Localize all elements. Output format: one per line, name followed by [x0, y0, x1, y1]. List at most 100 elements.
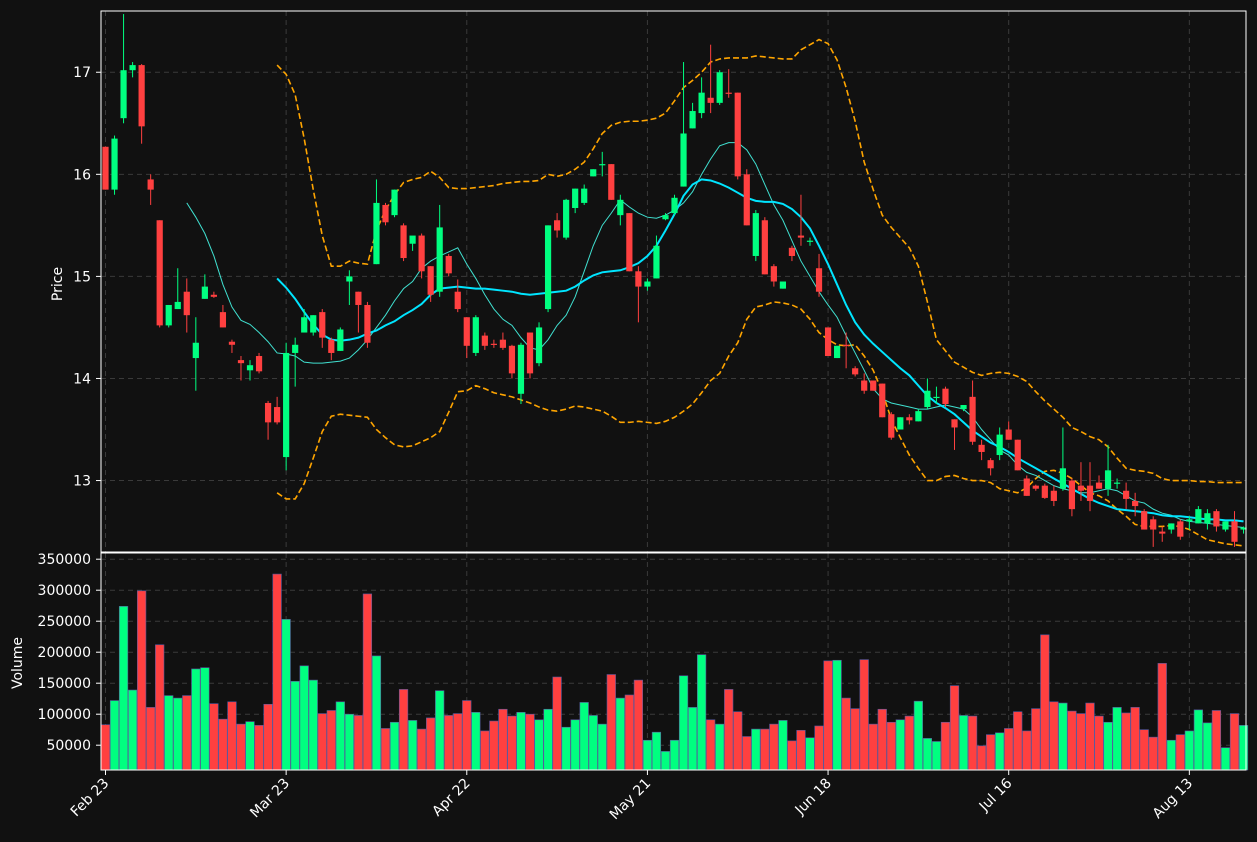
candle-body [716, 72, 723, 103]
candle-body [626, 213, 633, 272]
candle-body [1113, 482, 1121, 484]
candle-body [165, 304, 172, 326]
candle-body [933, 396, 940, 399]
candle-body [779, 281, 786, 289]
candle-body [1240, 527, 1247, 530]
volume-bar [977, 745, 987, 771]
volume-bar [200, 667, 210, 771]
volume-bar [706, 719, 716, 771]
candle-body [617, 199, 624, 216]
volume-bar [534, 719, 544, 771]
candle-body [183, 291, 190, 316]
candle-body [1132, 500, 1139, 507]
volume-bar [236, 723, 246, 771]
candle-body [319, 312, 326, 338]
volume-bar [1166, 739, 1176, 771]
candle-body [292, 344, 299, 353]
volume-bar [1094, 715, 1104, 771]
volume-bar [805, 737, 815, 771]
volume-bar [191, 668, 201, 771]
volume-bar [760, 728, 770, 771]
volume-bar [137, 590, 147, 771]
candle-body [644, 281, 651, 287]
candle-body [680, 133, 687, 187]
candle-body [544, 225, 552, 310]
candle-body [210, 294, 217, 297]
candle-body [463, 317, 470, 346]
candle-body [1023, 478, 1030, 496]
volume-bar [615, 697, 625, 771]
candle-body [852, 368, 859, 375]
candle-body [147, 179, 154, 190]
candle-body [490, 343, 497, 345]
candle-body [698, 92, 705, 114]
candle-body [770, 266, 777, 282]
volume-bar [606, 674, 616, 771]
candle-body [797, 235, 805, 238]
candle-body [255, 356, 263, 372]
volume-bar [1229, 713, 1240, 771]
volume-bar [814, 725, 824, 771]
volume-bar [651, 731, 662, 771]
candle-body [129, 65, 136, 71]
candle-body [517, 344, 525, 394]
candle-body [725, 92, 732, 94]
candle-body [734, 92, 741, 177]
candle-body [499, 339, 507, 348]
candle-body [671, 197, 678, 214]
volume-bar [552, 676, 562, 771]
volume-tick-label: 200000 [38, 645, 91, 661]
candle-body [246, 365, 254, 371]
volume-bar [1040, 634, 1050, 771]
candle-body [1005, 429, 1012, 440]
candle-body [1168, 523, 1175, 530]
candle-body [987, 460, 994, 469]
volume-bar [335, 701, 345, 771]
volume-bar [570, 719, 580, 771]
candle-body [960, 405, 967, 410]
candle-body [1231, 521, 1238, 542]
volume-bar [796, 730, 806, 771]
volume-bar [1238, 725, 1249, 771]
volume-bar [904, 715, 914, 771]
volume-bar [678, 675, 689, 771]
candle-body [301, 317, 308, 333]
candle-body [454, 291, 461, 310]
volume-bar [344, 713, 354, 771]
volume-bar [995, 732, 1005, 771]
volume-bar [769, 723, 779, 771]
volume-bar [1184, 730, 1194, 771]
volume-bar [986, 734, 996, 771]
candle-body [1159, 531, 1166, 534]
price-tick-label: 15 [73, 269, 91, 285]
volume-bar [426, 717, 436, 771]
volume-bar [877, 708, 887, 771]
candle-body [1150, 519, 1157, 530]
volume-panel-border [100, 552, 1247, 771]
candle-body [1222, 521, 1229, 530]
volume-bar [859, 659, 869, 771]
candle-body [427, 266, 434, 295]
volume-bar [498, 708, 508, 771]
upper-band-line [276, 38, 1244, 484]
candle-body [861, 380, 868, 391]
volume-bar [209, 703, 219, 771]
price-tick-label: 17 [73, 65, 91, 81]
candle-body [906, 417, 913, 421]
volume-bar [1148, 736, 1158, 771]
candle-body [120, 70, 127, 119]
candle-body [1059, 468, 1066, 489]
volume-bar [715, 723, 725, 771]
candle-body [201, 286, 208, 299]
volume-bar [290, 681, 300, 771]
candle-body [978, 444, 985, 452]
volume-bar [823, 660, 833, 771]
candle-body [1095, 482, 1103, 489]
volume-bar [109, 700, 120, 771]
candle-body [1050, 490, 1057, 501]
volume-bar [958, 715, 969, 771]
volume-bar [308, 679, 318, 771]
candle-body [373, 202, 380, 265]
candle-body [554, 220, 561, 231]
candle-body [599, 164, 606, 166]
